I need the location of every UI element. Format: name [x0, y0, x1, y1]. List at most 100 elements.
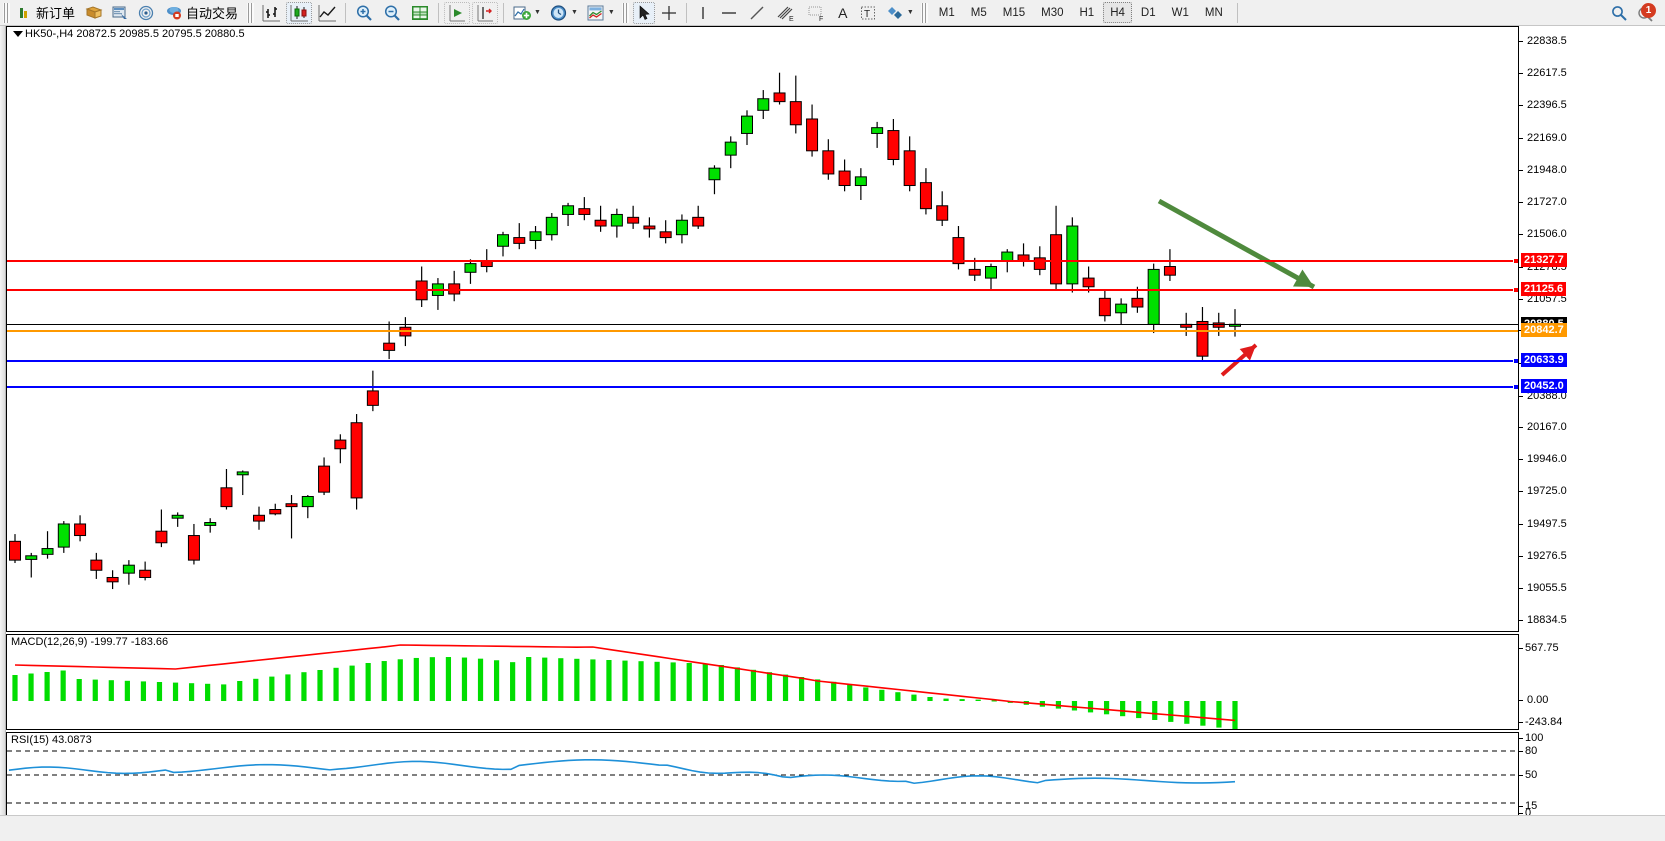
search-button[interactable]	[1607, 2, 1631, 24]
timeframe-w1[interactable]: W1	[1171, 6, 1189, 19]
macd-pane[interactable]: MACD(12,26,9) -199.77 -183.66	[6, 634, 1519, 730]
toolbar-grip[interactable]	[3, 2, 10, 23]
auto-scroll-button[interactable]	[444, 1, 471, 24]
zoom-in-icon	[356, 4, 372, 21]
crosshair-icon	[661, 5, 676, 20]
templates-button[interactable]: ▼	[583, 2, 618, 24]
level-tag-support-2[interactable]: 20452.0	[1521, 379, 1567, 394]
macd-histogram-bar	[477, 658, 484, 701]
toolbar-grip-2[interactable]	[247, 2, 255, 23]
candle-body	[675, 219, 688, 236]
macd-histogram-bar	[413, 657, 419, 701]
zoom-out-button[interactable]	[379, 2, 405, 24]
candle-body	[936, 205, 949, 221]
macd-histogram-bar	[493, 660, 500, 701]
toolbar-grip-4[interactable]	[920, 2, 928, 23]
horizontal-line-button[interactable]	[716, 2, 742, 24]
downtrend-arrow[interactable]	[1157, 198, 1316, 290]
candle-body	[318, 465, 331, 493]
macd-histogram-bar	[285, 674, 291, 701]
new-order-button[interactable]: 新订单	[14, 2, 80, 24]
price-axis[interactable]: 22838.5 22617.5 22396.5 22169.0 21948.0 21727…	[1519, 26, 1665, 819]
candle-body	[903, 150, 916, 187]
macd-histogram-bar	[269, 676, 275, 701]
candlestick-chart-button[interactable]	[286, 1, 313, 24]
level-handle[interactable]	[1513, 257, 1518, 264]
periods-button[interactable]: ▼	[546, 2, 581, 24]
indicators-caret-icon[interactable]: ▼	[534, 9, 541, 16]
bar-chart-button[interactable]	[258, 2, 284, 24]
macd-histogram-bar	[1136, 701, 1142, 719]
level-handle[interactable]	[1513, 357, 1518, 364]
macd-histogram-bar	[831, 681, 837, 701]
macd-histogram-bar	[461, 657, 468, 701]
text-button[interactable]: A	[832, 2, 854, 24]
level-line-support-2[interactable]	[7, 384, 1518, 391]
indicators-button[interactable]: ▼	[509, 2, 544, 24]
level-line-resistance-1[interactable]	[7, 257, 1518, 264]
periods-caret-icon[interactable]: ▼	[570, 9, 578, 16]
candle-body	[106, 576, 119, 583]
macd-histogram-bar	[975, 699, 981, 701]
fibo-button[interactable]: E	[772, 2, 800, 24]
trendline-icon	[750, 6, 764, 19]
chart-shift-button[interactable]	[472, 1, 499, 24]
candle-body	[1082, 277, 1095, 288]
macd-histogram-bar	[221, 684, 227, 701]
timeframe-m5[interactable]: M5	[970, 6, 987, 19]
level-tag-support-1[interactable]: 20633.9	[1521, 352, 1567, 367]
equidistant-channel-button[interactable]: F	[802, 2, 830, 24]
level-tag-resistance-1[interactable]: 21327.7	[1521, 252, 1567, 267]
notifications-button[interactable]: 1	[1633, 2, 1659, 24]
signal-button[interactable]	[134, 2, 158, 24]
candlestick-chart	[9, 72, 1316, 590]
shapes-button[interactable]: ▼	[882, 2, 917, 24]
level-handle[interactable]	[1513, 286, 1518, 293]
crosshair-button[interactable]	[657, 2, 681, 24]
price-tick: 18834.5	[1519, 614, 1567, 626]
candle-body	[171, 514, 184, 519]
level-line-support-1[interactable]	[7, 357, 1518, 364]
macd-histogram-bar	[1152, 701, 1158, 720]
line-chart-button[interactable]	[314, 2, 340, 24]
vertical-scroll-strip[interactable]	[0, 26, 6, 841]
auto-trading-button[interactable]: 自动交易	[160, 2, 243, 24]
level-line-current-price[interactable]	[7, 324, 1518, 326]
vertical-line-button[interactable]	[692, 2, 714, 24]
timeframe-h4[interactable]: H4	[1103, 2, 1132, 23]
timeframe-m30[interactable]: M30	[1041, 6, 1064, 19]
macd-histogram-bar	[237, 681, 243, 701]
trendline-button[interactable]	[744, 2, 770, 24]
new-order-icon	[20, 7, 27, 18]
level-line-pivot[interactable]	[7, 329, 1518, 332]
price-tick: 21506.0	[1519, 228, 1567, 240]
level-tag-pivot[interactable]: 20842.7	[1521, 322, 1567, 337]
toolbar-separator-4	[685, 2, 687, 23]
folder-button[interactable]	[82, 2, 106, 24]
timeframe-mn[interactable]: MN	[1204, 6, 1223, 19]
timeframe-m1[interactable]: M1	[938, 6, 955, 19]
text-box-button[interactable]: T	[856, 2, 880, 24]
terminal-button[interactable]	[108, 2, 132, 24]
price-tick: 21948.0	[1519, 164, 1567, 176]
toolbar-grip-3[interactable]	[621, 2, 629, 23]
zoom-in-button[interactable]	[351, 2, 377, 24]
level-handle[interactable]	[1513, 384, 1518, 391]
candle-body	[220, 487, 233, 508]
price-pane[interactable]: HK50-,H4 20872.5 20985.5 20795.5 20880.5	[6, 26, 1519, 632]
timeframe-d1[interactable]: D1	[1140, 6, 1156, 19]
templates-caret-icon[interactable]: ▼	[607, 9, 615, 16]
cursor-button[interactable]	[632, 1, 655, 24]
macd-chart	[12, 644, 1238, 729]
rsi-pane[interactable]: RSI(15) 43.0873	[6, 732, 1519, 818]
level-tag-resistance-2[interactable]: 21125.6	[1521, 281, 1567, 296]
data-window-button[interactable]	[407, 2, 433, 24]
level-line-resistance-2[interactable]	[7, 286, 1518, 293]
rsi-tick: 100	[1519, 732, 1543, 744]
chart-menu-arrow-icon[interactable]	[13, 31, 23, 37]
macd-histogram-bar	[943, 698, 949, 701]
timeframe-h1[interactable]: H1	[1079, 6, 1095, 19]
shapes-caret-icon[interactable]: ▼	[906, 9, 914, 16]
macd-histogram-bar	[863, 687, 869, 701]
timeframe-m15[interactable]: M15	[1002, 6, 1026, 19]
